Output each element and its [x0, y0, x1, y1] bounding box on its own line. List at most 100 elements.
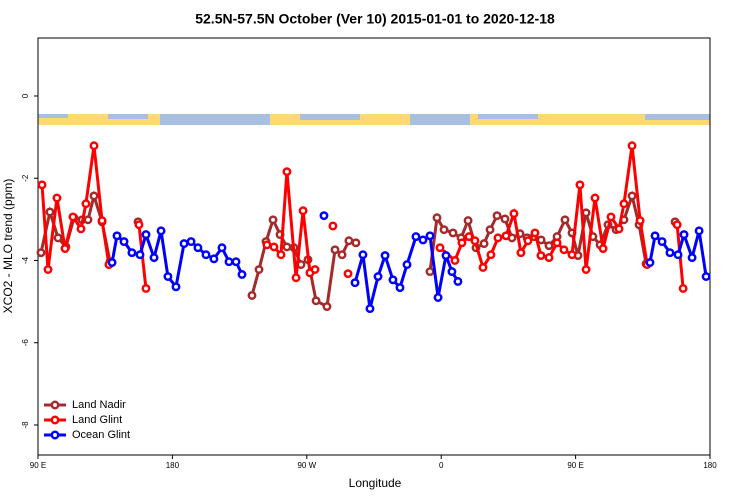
data-point	[500, 214, 510, 224]
data-point	[350, 278, 360, 288]
y-tick-label: -4	[21, 256, 30, 264]
data-point	[463, 216, 473, 226]
data-point	[694, 226, 704, 236]
data-point	[679, 230, 689, 240]
data-point	[402, 260, 412, 270]
data-point	[530, 228, 540, 238]
data-point	[310, 265, 320, 274]
data-point	[448, 228, 458, 238]
data-point	[76, 224, 86, 234]
x-tick-label: 180	[703, 461, 717, 470]
data-point	[282, 167, 292, 177]
data-point	[141, 283, 151, 293]
data-point	[493, 233, 503, 243]
data-point	[337, 250, 347, 260]
data-point	[343, 269, 353, 279]
data-point	[478, 263, 488, 272]
data-point	[425, 231, 435, 241]
data-point	[432, 213, 442, 223]
data-point	[156, 226, 166, 236]
data-point	[231, 257, 241, 267]
data-point	[479, 239, 489, 249]
data-point	[701, 272, 711, 281]
data-point	[470, 236, 480, 246]
data-point	[217, 243, 227, 253]
data-point	[614, 224, 624, 234]
data-point	[575, 180, 585, 190]
y-tick-label: 0	[21, 93, 30, 98]
data-point	[365, 304, 375, 314]
data-point	[598, 244, 608, 254]
data-point	[209, 254, 219, 264]
data-point	[43, 265, 53, 274]
x-tick-label: 90 E	[567, 461, 583, 470]
data-point	[282, 242, 292, 252]
data-point	[291, 273, 301, 283]
data-point	[581, 208, 591, 218]
y-tick-label: -8	[21, 421, 30, 429]
plot-frame	[37, 37, 711, 456]
data-point	[247, 290, 257, 300]
series-line	[439, 145, 649, 272]
chart-title: 52.5N-57.5N October (Ver 10) 2015-01-01 …	[195, 11, 555, 27]
data-point	[344, 236, 354, 246]
data-point	[330, 245, 340, 255]
data-point	[536, 251, 546, 260]
data-point	[687, 253, 697, 263]
data-point	[418, 235, 428, 245]
data-point	[645, 258, 655, 267]
data-point	[127, 248, 137, 258]
legend-marker	[50, 400, 60, 410]
data-point	[560, 215, 570, 225]
x-axis-label: Longitude	[349, 476, 402, 490]
y-tick-label: -2	[21, 174, 30, 182]
data-point	[619, 199, 629, 209]
legend-label: Ocean Glint	[72, 429, 130, 441]
data-point	[523, 236, 533, 246]
data-point	[89, 191, 99, 201]
data-point	[134, 220, 144, 230]
data-point	[516, 248, 526, 258]
x-tick-label: 0	[439, 461, 444, 470]
data-point	[435, 243, 445, 253]
data-point	[276, 250, 286, 260]
data-point	[224, 257, 234, 267]
data-point	[36, 248, 46, 258]
data-point	[590, 193, 600, 203]
data-point	[52, 193, 62, 203]
data-point	[268, 215, 278, 225]
data-point	[135, 250, 145, 260]
data-point	[509, 209, 519, 219]
data-point	[81, 199, 91, 209]
data-point	[186, 237, 196, 247]
data-point	[433, 293, 443, 302]
map-strip	[38, 114, 710, 125]
data-point	[68, 212, 78, 222]
series-line	[40, 145, 111, 270]
data-point	[627, 141, 637, 151]
data-point	[373, 272, 383, 281]
data-point	[171, 282, 181, 292]
data-point	[672, 220, 682, 230]
data-point	[441, 251, 451, 260]
data-point	[567, 250, 577, 260]
legend-label: Land Nadir	[72, 399, 126, 411]
x-tick-label: 90 E	[30, 461, 46, 470]
data-point	[552, 238, 562, 248]
legend: Land Nadir Land Glint Ocean Glint	[44, 399, 130, 441]
data-point	[60, 244, 70, 254]
data-point	[298, 206, 308, 216]
data-point	[447, 267, 457, 277]
data-point	[425, 267, 435, 277]
data-point	[395, 283, 405, 293]
data-point	[179, 239, 189, 249]
data-point	[439, 225, 449, 235]
data-point	[678, 283, 688, 293]
data-point	[380, 251, 390, 260]
data-point	[149, 253, 159, 263]
data-point	[606, 212, 616, 222]
x-tick-label: 90 W	[297, 461, 316, 470]
legend-marker	[50, 415, 60, 425]
data-point	[37, 180, 47, 190]
